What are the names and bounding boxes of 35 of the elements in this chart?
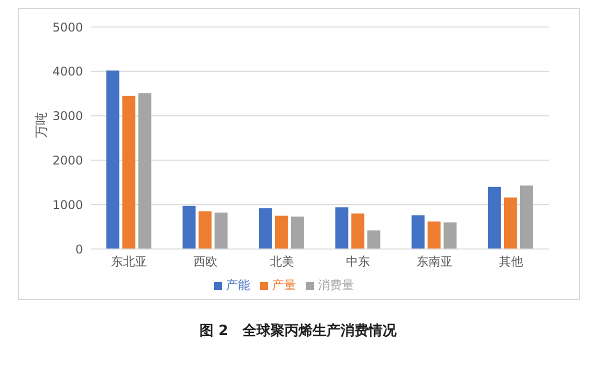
x-tick-label: 东北亚 — [111, 254, 148, 269]
y-tick-label: 0 — [75, 242, 83, 256]
y-tick-label: 5000 — [52, 20, 83, 34]
x-tick-label: 东南亚 — [416, 254, 452, 269]
bar — [182, 206, 196, 249]
bar — [198, 211, 212, 249]
text: 图 2 全球聚丙烯生产消费情况 — [198, 322, 398, 340]
bar — [444, 222, 457, 249]
bar — [335, 207, 348, 249]
x-tick-label: 中东 — [346, 254, 370, 269]
bar — [351, 213, 364, 249]
bar — [258, 208, 272, 249]
x-tick-label: 其他 — [498, 254, 523, 269]
bar — [412, 215, 425, 249]
bar — [520, 186, 533, 249]
legend-label: 产能 — [226, 278, 250, 292]
bar — [274, 216, 288, 249]
x-tick-label: 北美 — [270, 254, 294, 269]
y-axis-title: 万吨 — [34, 112, 50, 138]
legend-label: 产量 — [272, 278, 296, 292]
bar — [428, 221, 441, 249]
y-tick-label: 3000 — [52, 109, 83, 124]
bar — [504, 197, 517, 249]
legend-label: 消费量 — [318, 278, 354, 292]
x-tick-label: 西欧 — [194, 254, 218, 269]
bar — [488, 186, 501, 249]
bar — [214, 212, 228, 249]
bar — [290, 216, 304, 249]
y-tick-label: 2000 — [52, 153, 83, 168]
y-tick-label: 1000 — [52, 198, 83, 212]
bar — [138, 93, 152, 249]
bar — [367, 230, 380, 249]
bar — [106, 70, 120, 249]
y-tick-label: 4000 — [52, 64, 83, 79]
bar — [122, 96, 136, 249]
